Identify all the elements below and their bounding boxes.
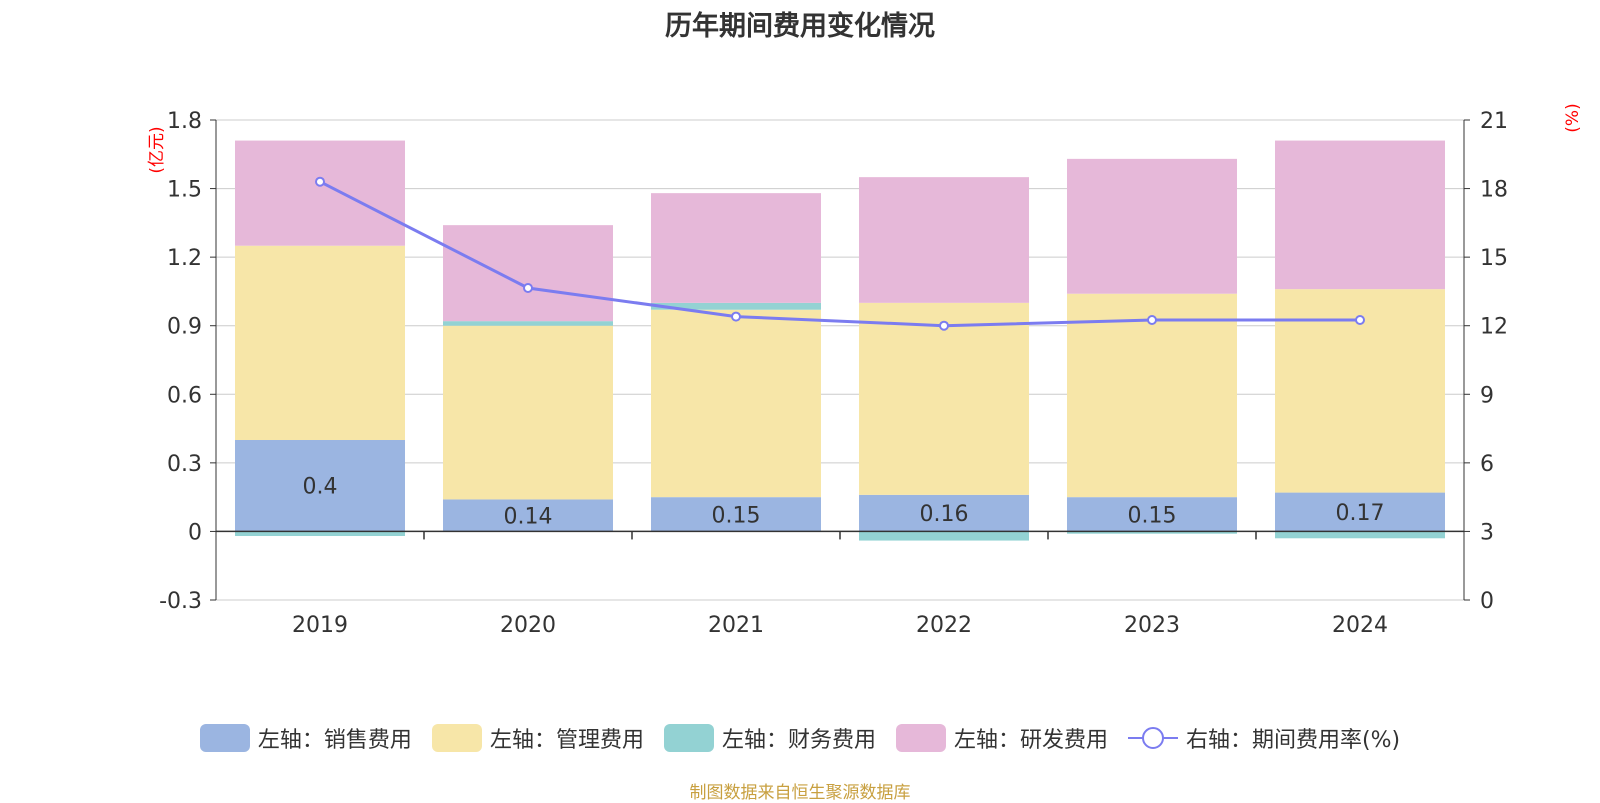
- bar-value-label: 0.4: [303, 475, 338, 500]
- bar-rnd: [1067, 158, 1237, 294]
- legend-label-sales: 左轴：销售费用: [257, 728, 412, 753]
- rate-line: [319, 180, 1360, 328]
- bar-finance: [1067, 531, 1237, 534]
- bar-admin: [1067, 293, 1237, 498]
- bar-finance: [235, 531, 405, 536]
- legend-item-finance[interactable]: 左轴：财务费用: [663, 722, 876, 754]
- rate-point: [315, 176, 325, 187]
- y-left-tick-label: 0.3: [167, 452, 202, 477]
- legend-line-marker-icon: [1127, 724, 1178, 752]
- rate-point: [523, 283, 533, 293]
- legend-label-rate: 右轴：期间费用率(%): [1185, 728, 1401, 753]
- bar-finance: [651, 302, 821, 310]
- bar-admin: [651, 309, 821, 498]
- bar-finance: [859, 531, 1029, 541]
- legend-item-rate[interactable]: 右轴：期间费用率(%): [1127, 722, 1401, 754]
- y-left-tick-label: 0.6: [167, 383, 202, 408]
- bar-finance: [443, 321, 613, 326]
- bar-sales: [1275, 492, 1445, 532]
- bar-sales: [443, 499, 613, 532]
- x-tick-label: 2022: [916, 613, 972, 638]
- y-right-tick-label: 15: [1480, 246, 1508, 271]
- y-right-tick-label: 18: [1480, 178, 1508, 203]
- y-left-tick-label: 1.5: [167, 178, 202, 203]
- legend-item-rnd[interactable]: 左轴：研发费用: [895, 722, 1108, 754]
- bar-admin: [235, 245, 405, 440]
- x-tick-label: 2021: [708, 613, 764, 638]
- y-right-tick-label: 9: [1480, 383, 1494, 408]
- y-left-tick-label: 0: [188, 520, 202, 545]
- chart-title: 历年期间费用变化情况: [665, 11, 935, 42]
- y-right-tick-label: 12: [1480, 315, 1508, 340]
- bar-value-label: 0.14: [504, 504, 553, 529]
- bar-admin: [443, 325, 613, 500]
- x-tick-label: 2020: [500, 613, 556, 638]
- rate-point: [1147, 315, 1157, 325]
- legend-item-sales[interactable]: 左轴：销售费用: [199, 722, 412, 754]
- y-left-unit: (亿元): [147, 126, 167, 173]
- bar-value-label: 0.15: [1128, 503, 1177, 528]
- bar-rnd: [443, 225, 613, 322]
- bar-value-label: 0.15: [712, 503, 761, 528]
- bar-sales: [1067, 497, 1237, 532]
- y-left-tick-label: 1.2: [167, 246, 202, 271]
- legend-label-finance: 左轴：财务费用: [721, 728, 876, 753]
- source-note: 制图数据来自恒生聚源数据库: [689, 783, 911, 803]
- rate-point: [731, 311, 741, 322]
- y-left-tick-label: 1.8: [167, 109, 202, 134]
- y-right-tick-label: 0: [1480, 589, 1494, 614]
- x-tick-label: 2019: [292, 613, 348, 638]
- y-left-tick-label: -0.3: [159, 589, 202, 614]
- y-left-tick-label: 0.9: [167, 315, 202, 340]
- x-tick-label: 2023: [1124, 613, 1180, 638]
- bar-rnd: [651, 193, 821, 303]
- x-tick-label: 2024: [1332, 613, 1388, 638]
- legend-swatch-finance: [663, 724, 714, 752]
- bar-sales: [651, 497, 821, 532]
- bar-rnd: [1275, 140, 1445, 290]
- y-right-unit: (%): [1563, 103, 1583, 132]
- legend-label-rnd: 左轴：研发费用: [953, 728, 1108, 753]
- bar-rnd: [859, 177, 1029, 303]
- legend: 左轴：销售费用 左轴：管理费用 左轴：财务费用 左轴：研发费用 右轴：期间费用率…: [0, 720, 1600, 756]
- chart-plot: 1.8 1.5 1.2 0.9 0.6 0.3 0 -0.3 21 18 15 12 9 6 3 0 (亿元) (…: [147, 103, 1583, 638]
- rate-point: [939, 320, 949, 331]
- legend-swatch-admin: [431, 724, 482, 752]
- legend-label-admin: 左轴：管理费用: [489, 728, 644, 753]
- bar-value-label: 0.17: [1336, 501, 1385, 526]
- bar-value-label: 0.16: [920, 502, 969, 527]
- legend-swatch-sales: [199, 724, 250, 752]
- legend-swatch-rnd: [895, 724, 946, 752]
- bar-sales: [859, 494, 1029, 532]
- y-right-tick-label: 21: [1480, 109, 1508, 134]
- y-right-tick-label: 6: [1480, 452, 1494, 477]
- rate-point: [1355, 315, 1365, 325]
- y-right-tick-label: 3: [1480, 520, 1494, 545]
- legend-item-admin[interactable]: 左轴：管理费用: [431, 722, 644, 754]
- bar-admin: [859, 302, 1029, 495]
- bar-finance: [1275, 531, 1445, 539]
- bar-rnd: [235, 140, 405, 246]
- bar-sales: [235, 440, 405, 532]
